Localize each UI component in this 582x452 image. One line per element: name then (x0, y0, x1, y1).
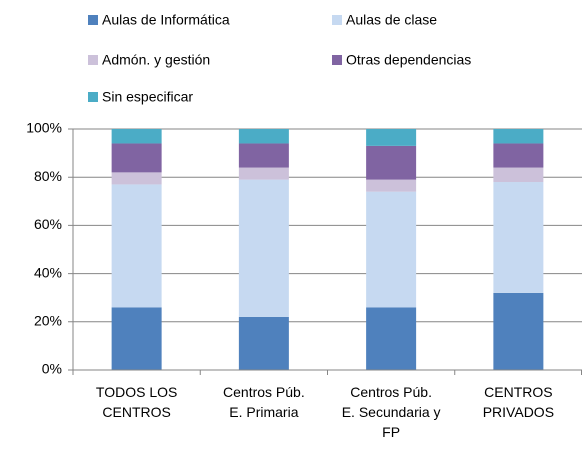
bar-segment (111, 184, 162, 308)
x-tick-label: TODOS LOS CENTROS (95, 384, 178, 420)
y-tick-label: 0% (42, 361, 62, 377)
bar-segment (238, 129, 289, 144)
bar-segment (111, 307, 162, 370)
bar-segment (366, 129, 417, 146)
bar-segment (493, 167, 544, 183)
bar-segment (366, 179, 417, 192)
y-tick-label: 100% (26, 120, 62, 136)
legend-swatch (88, 92, 98, 102)
bar-segment (238, 143, 289, 168)
y-tick-label: 40% (34, 264, 62, 280)
x-tick-label: Centros Púb. E. Primaria (223, 384, 305, 420)
y-tick-label: 20% (34, 313, 62, 329)
bar-segment (493, 292, 544, 370)
legend-label: Aulas de clase (346, 12, 437, 28)
bar-segment (366, 191, 417, 308)
bar-segment (111, 143, 162, 173)
x-tick-label: CENTROS PRIVADOS (482, 384, 555, 420)
bar-segment (366, 145, 417, 180)
bar-segment (493, 182, 544, 293)
bar-segment (111, 172, 162, 185)
legend-label: Aulas de Informática (102, 12, 230, 28)
bar-segment (111, 129, 162, 144)
bar-segment (366, 307, 417, 370)
bar-segment (238, 167, 289, 180)
legend-label: Admón. y gestión (102, 52, 210, 68)
y-tick-label: 80% (34, 168, 62, 184)
bar-segment (493, 143, 544, 168)
legend-label: Otras dependencias (346, 52, 471, 68)
legend-label: Sin especificar (102, 89, 193, 105)
bar-segment (493, 129, 544, 144)
legend-swatch (332, 55, 342, 65)
legend-swatch (88, 55, 98, 65)
y-tick-label: 60% (34, 216, 62, 232)
bar-segment (238, 179, 289, 317)
legend-swatch (332, 15, 342, 25)
legend-swatch (88, 15, 98, 25)
bar-segment (238, 316, 289, 370)
x-tick-label: Centros Púb. E. Secundaria y FP (341, 384, 441, 440)
